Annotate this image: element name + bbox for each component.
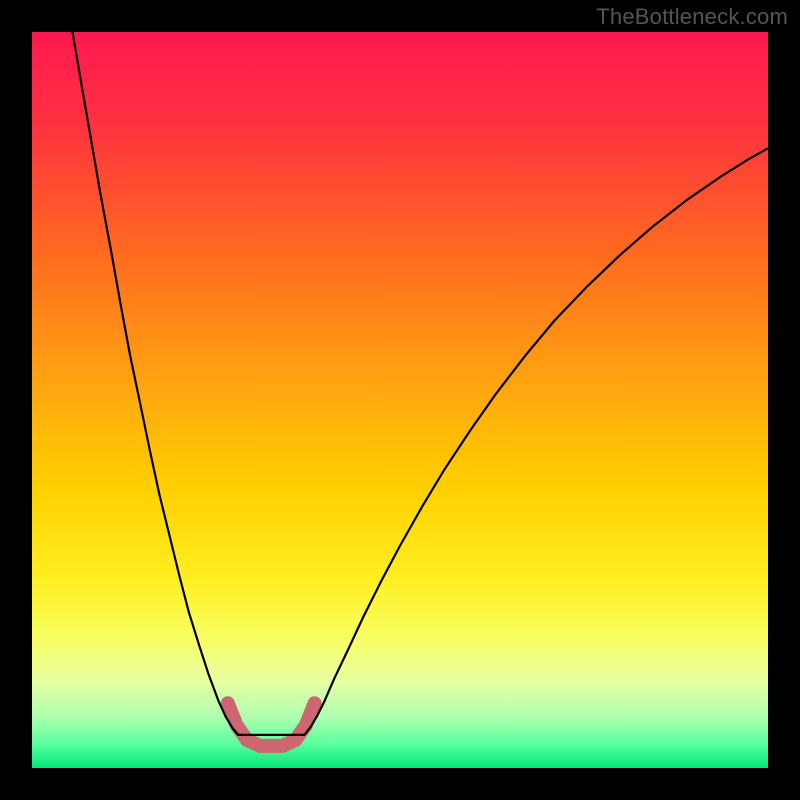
chart-curve-layer	[32, 32, 768, 768]
trough-marker	[228, 703, 315, 746]
chart-plot-area	[32, 32, 768, 768]
watermark-text: TheBottleneck.com	[596, 4, 788, 30]
bottleneck-curve	[72, 32, 768, 735]
